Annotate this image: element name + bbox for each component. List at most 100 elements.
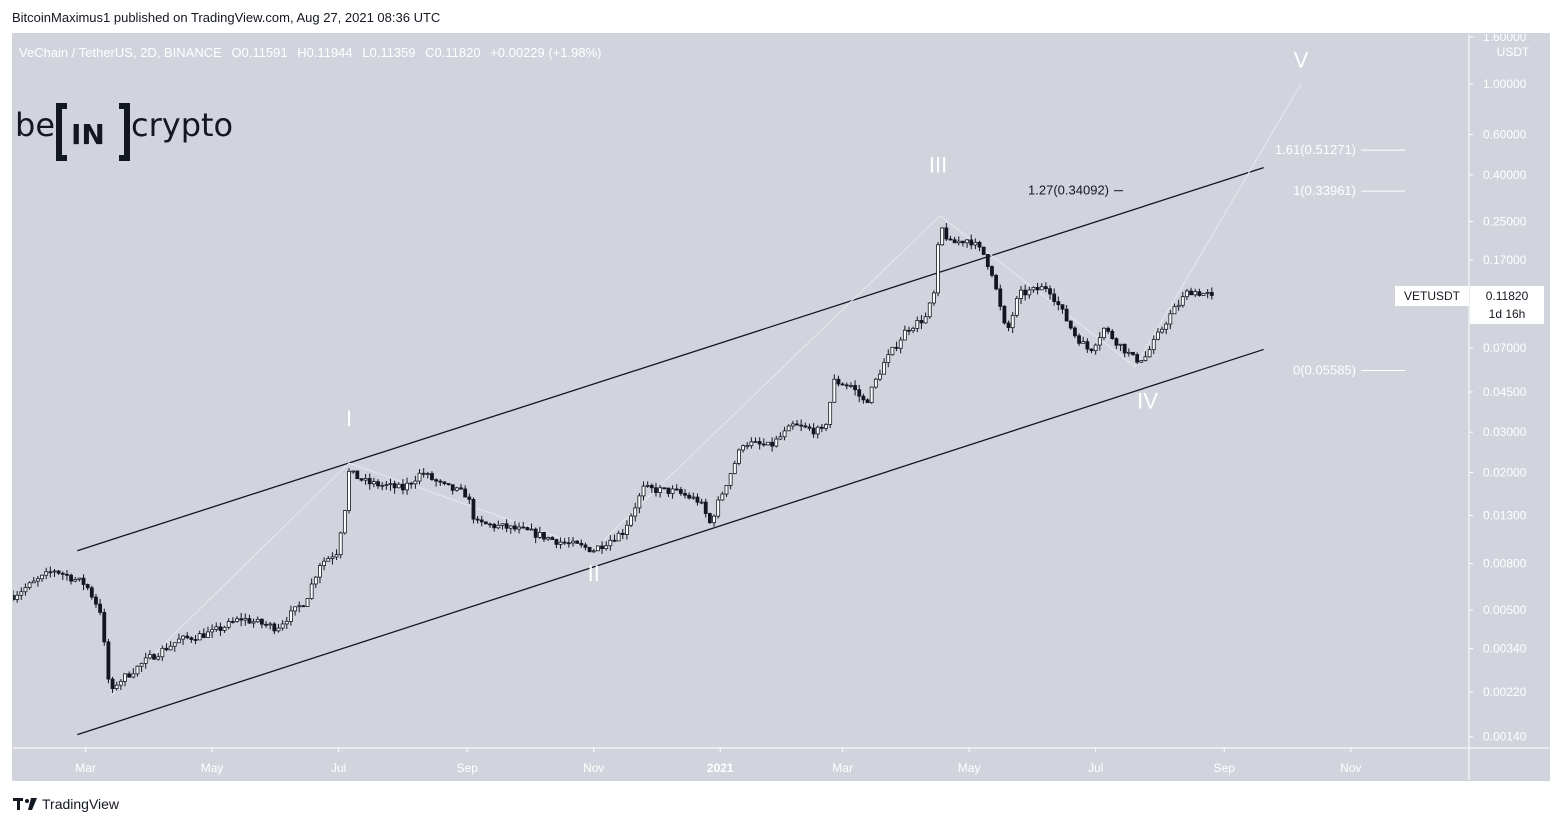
candle-body (1006, 322, 1011, 329)
candle-body (923, 316, 928, 324)
candle-body (529, 528, 534, 531)
candle-body (965, 239, 969, 244)
candle-body (566, 542, 571, 545)
candle-body (745, 445, 750, 448)
candle-body (911, 327, 916, 331)
candle-body (1197, 291, 1202, 296)
candle-body (604, 545, 609, 550)
y-tick-label: 0.00500 (1483, 603, 1527, 617)
candle-body (558, 541, 563, 545)
y-tick-label: 0.17000 (1483, 253, 1527, 267)
y-tick-label: 0.04500 (1483, 385, 1527, 399)
y-tick-label: 1.00000 (1483, 77, 1527, 91)
candle-body (127, 673, 132, 678)
candle-body (259, 618, 264, 625)
y-tick-label: 0.00800 (1483, 557, 1527, 571)
candle-body (77, 577, 82, 580)
candle-body (1102, 327, 1106, 338)
candle-body (284, 621, 289, 625)
candle-body (508, 525, 513, 529)
candle-body (620, 532, 625, 535)
candle-body (1085, 341, 1090, 350)
x-tick-label: Mar (75, 761, 96, 775)
candle-body (177, 638, 181, 644)
wave-label-I: I (346, 406, 352, 431)
candle-body (666, 487, 671, 494)
y-tick-label: 0.03000 (1483, 425, 1527, 439)
candle-body (243, 618, 248, 621)
candle-body (123, 673, 127, 682)
candle-body (678, 489, 683, 494)
x-tick-label: May (958, 761, 981, 775)
y-tick-label: 0.00140 (1483, 730, 1527, 744)
candle-body (201, 633, 206, 638)
candle-body (778, 436, 783, 440)
candle-body (488, 523, 492, 526)
candle-body (197, 633, 202, 641)
candle-body (1168, 313, 1173, 325)
candle-body (691, 496, 696, 499)
y-axis-unit: USDT (1497, 45, 1530, 59)
candle-body (206, 631, 210, 638)
candle-body (1077, 335, 1081, 344)
candle-body (401, 483, 405, 491)
candle-body (990, 266, 994, 276)
candle-body (1185, 290, 1189, 298)
candle-body (152, 654, 156, 660)
y-tick-label: 0.00340 (1483, 642, 1527, 656)
candle-body (1027, 289, 1032, 296)
legend-close-label: C (425, 45, 434, 60)
candle-body (587, 546, 592, 553)
candle-body (575, 540, 580, 544)
candle-body (371, 481, 376, 485)
candle-body (1135, 354, 1140, 363)
candle-body (218, 626, 223, 631)
candle-body (1019, 289, 1023, 299)
candle-body (517, 526, 521, 530)
candle-body (1068, 320, 1073, 329)
candle-body (807, 426, 812, 429)
x-tick-label: Jul (331, 761, 346, 775)
candle-body (1023, 289, 1028, 296)
candle-body (293, 606, 297, 612)
candle-body (658, 487, 663, 493)
candle-body (625, 524, 629, 535)
current-price-badge[interactable]: VETUSDT 0.11820 1d 16h (1395, 285, 1544, 324)
candle-body (309, 583, 314, 600)
candle-body (276, 627, 281, 632)
candle-body (1048, 288, 1052, 295)
chart-frame[interactable]: 1.60000 1.00000 0.60000 0.40000 0.25000 0.170… (12, 33, 1550, 781)
candle-body (334, 554, 339, 558)
candle-body (861, 395, 866, 401)
candle-body (774, 438, 779, 447)
candle-body (844, 384, 849, 387)
candle-body (865, 399, 870, 404)
candle-body (902, 329, 907, 341)
candle-body (828, 401, 833, 425)
candle-body (301, 605, 306, 608)
fib-level-label: 0(0.05585) (1293, 362, 1356, 377)
candle-body (542, 531, 546, 540)
candle-body (985, 254, 990, 267)
candle-body (1056, 301, 1061, 306)
candle-body (595, 545, 600, 552)
candle-body (857, 389, 862, 397)
candle-body (720, 493, 725, 501)
candle-body (728, 473, 733, 486)
candle-body (1172, 306, 1177, 315)
candle-body (1089, 348, 1094, 352)
candle-body (1151, 338, 1156, 351)
candle-body (732, 462, 737, 474)
candle-body (919, 320, 924, 324)
price-chart[interactable]: 1.60000 1.00000 0.60000 0.40000 0.25000 0.170… (13, 34, 1549, 780)
candle-body (521, 526, 526, 529)
badge-price: 0.11820 (1486, 289, 1529, 303)
candle-body (143, 657, 148, 664)
candle-body (579, 542, 584, 546)
candle-body (1147, 349, 1152, 358)
candle-body (749, 441, 754, 447)
candle-body (1052, 293, 1057, 302)
candle-body (405, 482, 409, 491)
candle-body (757, 441, 762, 445)
candle-body (255, 618, 260, 623)
